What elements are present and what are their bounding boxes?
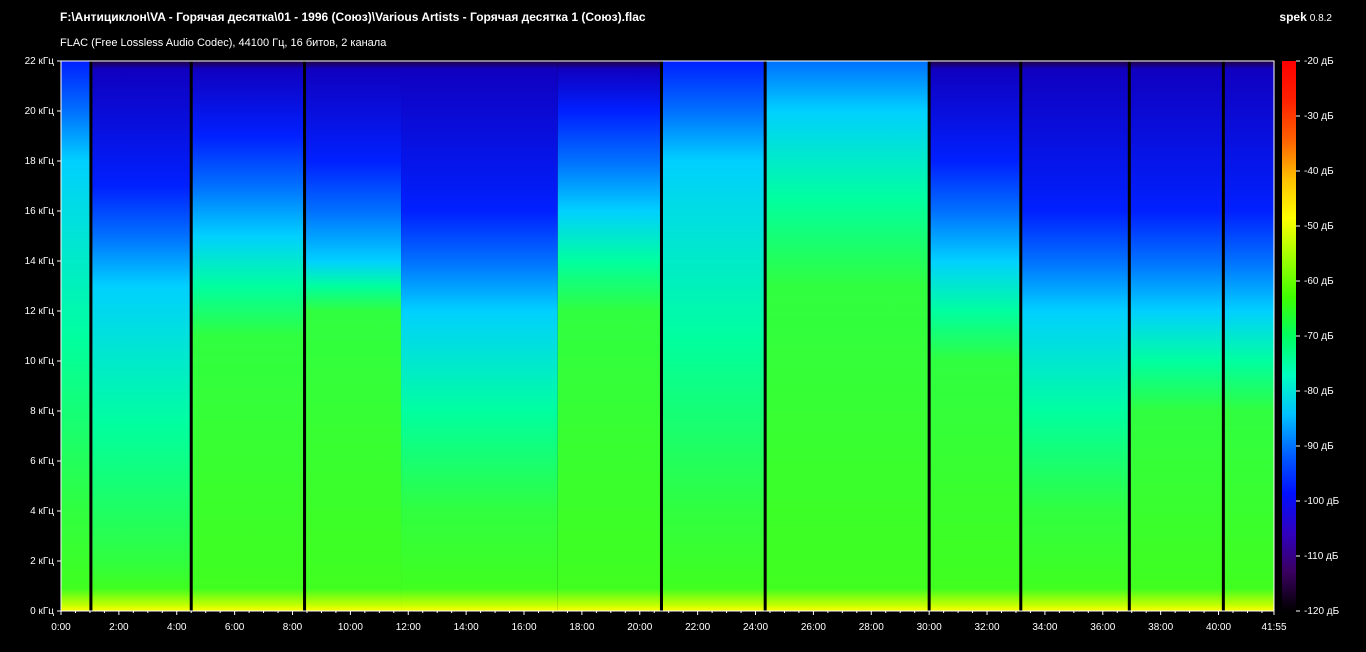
y-tick-label: 12 кГц bbox=[25, 306, 55, 317]
colorbar-tick-label: -40 дБ bbox=[1304, 166, 1334, 177]
y-tick-label: 18 кГц bbox=[25, 156, 55, 167]
x-tick-label: 32:00 bbox=[975, 622, 1000, 633]
spectrogram-segment bbox=[765, 61, 930, 611]
y-tick-label: 2 кГц bbox=[30, 556, 54, 567]
spectrogram-segment bbox=[661, 61, 766, 611]
x-tick-label: 8:00 bbox=[283, 622, 303, 633]
y-tick-label: 8 кГц bbox=[30, 406, 54, 417]
spectrogram-segment bbox=[191, 61, 305, 611]
colorbar-tick-label: -70 дБ bbox=[1304, 331, 1334, 342]
colorbar-tick-label: -30 дБ bbox=[1304, 111, 1334, 122]
track-boundary-line bbox=[1127, 61, 1131, 611]
track-boundary-line bbox=[303, 61, 307, 611]
app-version-label: spek 0.8.2 bbox=[1279, 10, 1332, 24]
track-boundary-line bbox=[763, 61, 767, 611]
y-tick-label: 10 кГц bbox=[25, 356, 55, 367]
x-tick-label: 24:00 bbox=[743, 622, 768, 633]
spectrogram-segment bbox=[90, 61, 192, 611]
x-tick-label: 28:00 bbox=[859, 622, 884, 633]
x-tick-label: 10:00 bbox=[338, 622, 363, 633]
spectrogram-segment bbox=[1020, 61, 1130, 611]
colorbar-axis: -20 дБ -30 дБ -40 дБ -50 дБ -60 дБ -70 дБ -80 … bbox=[1296, 56, 1340, 617]
x-tick-label: 20:00 bbox=[627, 622, 652, 633]
spectrogram-segment bbox=[304, 61, 402, 611]
colorbar-tick-label: -90 дБ bbox=[1304, 441, 1334, 452]
file-format-info: FLAC (Free Lossless Audio Codec), 44100 … bbox=[60, 37, 387, 49]
y-tick-label: 20 кГц bbox=[25, 106, 55, 117]
colorbar bbox=[1282, 61, 1296, 611]
track-boundary-line bbox=[927, 61, 931, 611]
plot-frame bbox=[60, 60, 1275, 612]
track-boundary-line bbox=[189, 61, 193, 611]
y-tick-label: 16 кГц bbox=[25, 206, 55, 217]
spectrogram-segment bbox=[1129, 61, 1274, 611]
x-tick-label: 38:00 bbox=[1148, 622, 1173, 633]
x-tick-label: 0:00 bbox=[51, 622, 71, 633]
x-tick-label: 14:00 bbox=[454, 622, 479, 633]
y-tick-label: 0 кГц bbox=[30, 606, 54, 617]
y-tick-label: 6 кГц bbox=[30, 456, 54, 467]
track-boundary-line bbox=[659, 61, 663, 611]
x-tick-label: 41:55 bbox=[1261, 622, 1286, 633]
y-tick-label: 22 кГц bbox=[25, 56, 55, 67]
x-tick-label: 26:00 bbox=[801, 622, 826, 633]
file-path-title: F:\Антициклон\VA - Горячая десятка\01 - … bbox=[60, 10, 646, 24]
app-version: 0.8.2 bbox=[1309, 13, 1332, 24]
spectrogram-plot bbox=[61, 61, 1274, 611]
x-tick-label: 12:00 bbox=[396, 622, 421, 633]
track-boundary-line bbox=[1019, 61, 1023, 611]
x-tick-label: 16:00 bbox=[511, 622, 536, 633]
x-tick-label: 34:00 bbox=[1032, 622, 1057, 633]
x-tick-label: 6:00 bbox=[225, 622, 245, 633]
y-tick-label: 14 кГц bbox=[25, 256, 55, 267]
colorbar-tick-label: -20 дБ bbox=[1304, 56, 1334, 67]
x-tick-label: 4:00 bbox=[167, 622, 187, 633]
x-tick-label: 30:00 bbox=[917, 622, 942, 633]
spectrogram-segment bbox=[557, 61, 662, 611]
spectrogram-segment bbox=[929, 61, 1021, 611]
track-boundaries bbox=[89, 61, 1225, 611]
colorbar-tick-label: -60 дБ bbox=[1304, 276, 1334, 287]
spectrogram-segment bbox=[401, 61, 558, 611]
x-tick-label: 36:00 bbox=[1090, 622, 1115, 633]
colorbar-tick-label: -100 дБ bbox=[1304, 496, 1340, 507]
x-tick-label: 2:00 bbox=[109, 622, 129, 633]
colorbar-tick-label: -110 дБ bbox=[1304, 551, 1339, 562]
colorbar-tick-label: -120 дБ bbox=[1304, 606, 1340, 617]
colorbar-tick-label: -80 дБ bbox=[1304, 386, 1334, 397]
spectrogram-segment bbox=[61, 61, 91, 611]
axes: 0 кГц 2 кГц 4 кГц 6 кГц 8 кГц 10 кГц 12 кГц 14 … bbox=[25, 56, 1287, 633]
track-boundary-line bbox=[89, 61, 93, 611]
x-tick-label: 18:00 bbox=[569, 622, 594, 633]
colorbar-tick-label: -50 дБ bbox=[1304, 221, 1334, 232]
app-name: spek bbox=[1279, 10, 1307, 24]
x-tick-label: 22:00 bbox=[685, 622, 710, 633]
y-tick-label: 4 кГц bbox=[30, 506, 54, 517]
x-tick-label: 40:00 bbox=[1206, 622, 1231, 633]
track-boundary-line bbox=[1221, 61, 1225, 611]
